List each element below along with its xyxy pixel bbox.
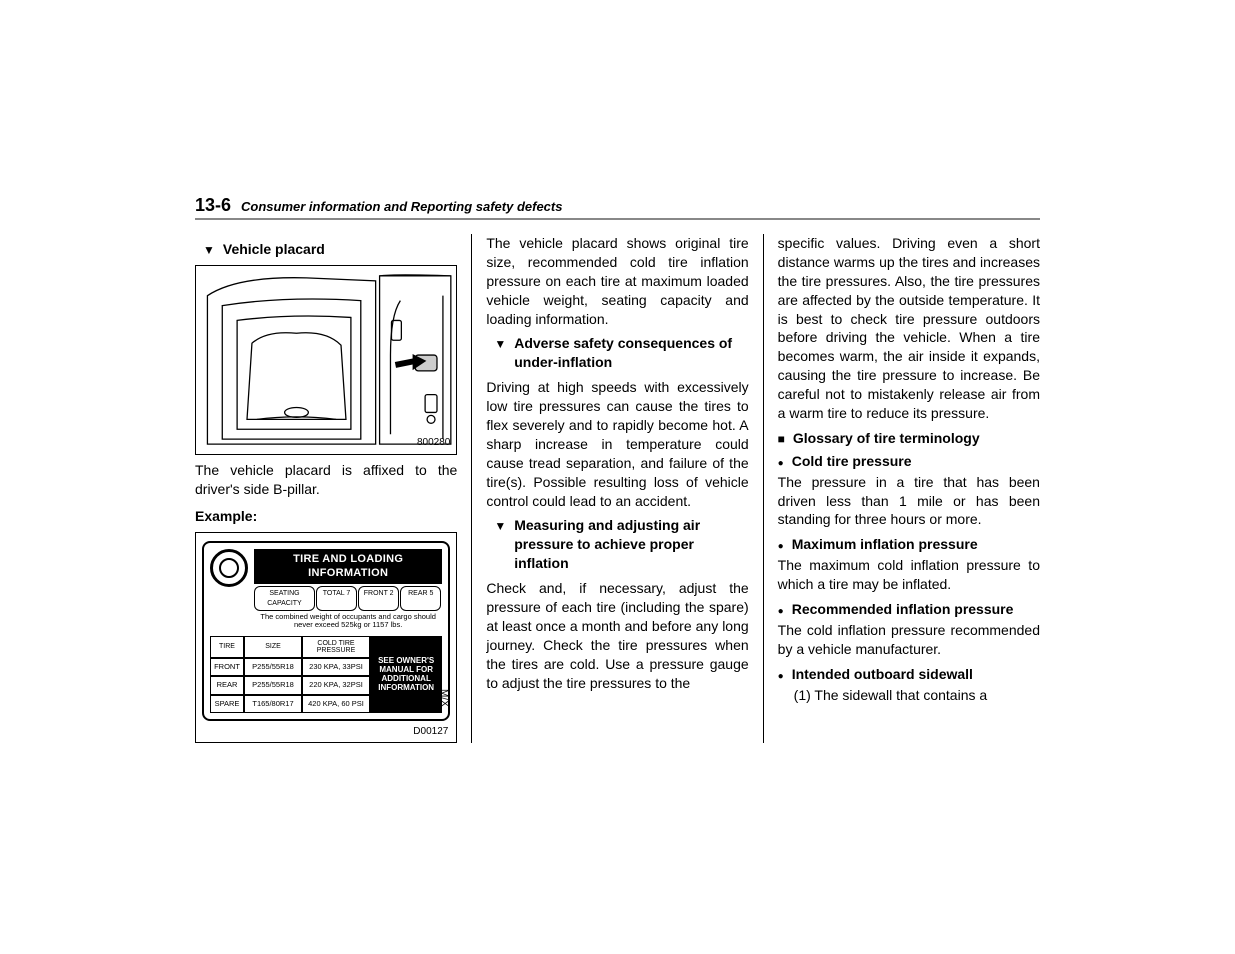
heading-vehicle-placard: ▼ Vehicle placard bbox=[203, 240, 457, 259]
grid-r0-size: P255/55R18 bbox=[244, 658, 302, 676]
seat-rear: REAR 5 bbox=[400, 586, 441, 611]
column-3: specific values. Driving even a short di… bbox=[763, 234, 1040, 743]
placard-inner: TIRE AND LOADING INFORMATION SEATING CAP… bbox=[202, 541, 450, 721]
bullet-icon: ● bbox=[778, 457, 784, 471]
page-header: 13-6 Consumer information and Reporting … bbox=[195, 195, 1040, 220]
grid-r2-pos: SPARE bbox=[210, 695, 244, 713]
grid-r1-pos: REAR bbox=[210, 676, 244, 694]
heading-adverse: ▼ Adverse safety consequences of under-i… bbox=[494, 334, 748, 372]
heading-measuring: ▼ Measuring and adjusting air pressure t… bbox=[494, 516, 748, 573]
heading-text: Adverse safety consequences of under-inf… bbox=[514, 334, 748, 372]
c2-p2: Driving at high speeds with excessively … bbox=[486, 378, 748, 510]
heading-text: Vehicle placard bbox=[223, 240, 325, 259]
bullet-cold-tire: ● Cold tire pressure bbox=[778, 452, 1040, 471]
grid-h-size: SIZE bbox=[244, 636, 302, 659]
grid-r1-press: 220 KPA, 32PSI bbox=[302, 676, 370, 694]
bullet-cold-tire-text: The pressure in a tire that has been dri… bbox=[778, 473, 1040, 530]
seat-label: SEATING CAPACITY bbox=[254, 586, 315, 611]
bullet-title: Cold tire pressure bbox=[792, 452, 912, 471]
bullet-recommended: ● Recommended inflation pressure bbox=[778, 600, 1040, 619]
grid-r2-press: 420 KPA, 60 PSI bbox=[302, 695, 370, 713]
bullet-max-inflation: ● Maximum inflation pressure bbox=[778, 535, 1040, 554]
seat-total: TOTAL 7 bbox=[316, 586, 357, 611]
triangle-icon: ▼ bbox=[203, 242, 215, 258]
grid-h-tire: TIRE bbox=[210, 636, 244, 659]
triangle-icon: ▼ bbox=[494, 336, 506, 352]
c2-p1: The vehicle placard shows original tire … bbox=[486, 234, 748, 328]
seating-row: SEATING CAPACITY TOTAL 7 FRONT 2 REAR 5 bbox=[254, 586, 442, 611]
bullet-title: Recommended inflation pressure bbox=[792, 600, 1014, 619]
column-1: ▼ Vehicle placard bbox=[195, 234, 471, 743]
heading-text: Glossary of tire terminology bbox=[793, 429, 980, 448]
heading-glossary: ■ Glossary of tire terminology bbox=[778, 429, 1040, 448]
seat-front: FRONT 2 bbox=[358, 586, 399, 611]
page-number: 13-6 bbox=[195, 195, 231, 216]
bullet-icon: ● bbox=[778, 670, 784, 684]
content-columns: ▼ Vehicle placard bbox=[195, 234, 1040, 743]
grid-r1-size: P255/55R18 bbox=[244, 676, 302, 694]
placard-code: D00127 bbox=[202, 725, 450, 739]
grid-r0-pos: FRONT bbox=[210, 658, 244, 676]
c2-p3: Check and, if necessary, adjust the pres… bbox=[486, 579, 748, 692]
tire-icon bbox=[210, 549, 248, 587]
grid-h-press: COLD TIRE PRESSURE bbox=[302, 636, 370, 659]
triangle-icon: ▼ bbox=[494, 518, 506, 534]
bullet-max-inflation-text: The maximum cold inflation pressure to w… bbox=[778, 556, 1040, 594]
car-door-svg bbox=[196, 266, 456, 454]
weight-note: The combined weight of occupants and car… bbox=[254, 613, 442, 630]
placard-title: TIRE AND LOADING INFORMATION bbox=[254, 549, 442, 585]
bullet-recommended-text: The cold inflation pressure recommended … bbox=[778, 621, 1040, 659]
placard-grid: TIRE SIZE COLD TIRE PRESSURE SEE OWNER'S… bbox=[210, 636, 442, 713]
bullet-sidewall-text: (1) The sidewall that contains a bbox=[794, 686, 1040, 705]
c3-p1: specific values. Driving even a short di… bbox=[778, 234, 1040, 423]
square-icon: ■ bbox=[778, 431, 785, 447]
bullet-icon: ● bbox=[778, 605, 784, 619]
grid-r0-press: 230 KPA, 33PSI bbox=[302, 658, 370, 676]
heading-text: Measuring and adjusting air pressure to … bbox=[514, 516, 748, 573]
mx-label: M/X bbox=[437, 689, 451, 707]
bullet-sidewall: ● Intended outboard sidewall bbox=[778, 665, 1040, 684]
grid-r2-size: T165/80R17 bbox=[244, 695, 302, 713]
vehicle-illustration: 800280 bbox=[195, 265, 457, 455]
bullet-icon: ● bbox=[778, 540, 784, 554]
column-2: The vehicle placard shows original tire … bbox=[471, 234, 762, 743]
illustration-code: 800280 bbox=[417, 436, 450, 450]
placard-caption: The vehicle placard is affixed to the dr… bbox=[195, 461, 457, 499]
chapter-title: Consumer information and Reporting safet… bbox=[241, 199, 562, 214]
example-label: Example: bbox=[195, 507, 457, 526]
grid-dark: SEE OWNER'S MANUAL FOR ADDITIONAL INFORM… bbox=[370, 636, 442, 713]
bullet-title: Intended outboard sidewall bbox=[792, 665, 973, 684]
bullet-title: Maximum inflation pressure bbox=[792, 535, 978, 554]
placard-example-box: TIRE AND LOADING INFORMATION SEATING CAP… bbox=[195, 532, 457, 744]
